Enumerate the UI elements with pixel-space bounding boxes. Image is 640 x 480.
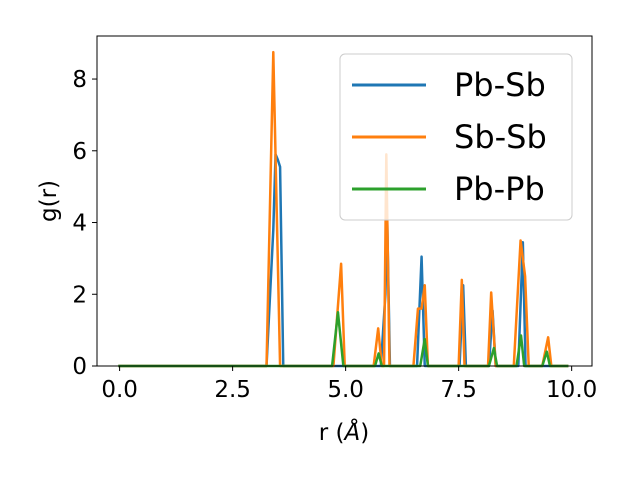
x-tick-label: 2.5 xyxy=(214,377,251,403)
x-tick-label: 10.0 xyxy=(546,377,597,403)
y-tick-label: 4 xyxy=(72,211,87,237)
y-axis-label: g(r) xyxy=(36,180,62,222)
x-tick-label: 5.0 xyxy=(327,377,364,403)
x-axis-label: r (Å) xyxy=(319,418,369,446)
series-line-sb-sb xyxy=(118,50,569,368)
y-tick-label: 2 xyxy=(72,282,87,308)
x-axis-ticks: 0.0 2.5 5.0 7.5 10.0 xyxy=(101,366,597,403)
y-tick-label: 6 xyxy=(72,139,87,165)
y-axis-ticks: 0 2 4 6 8 xyxy=(72,67,97,380)
legend-label-pb-pb: Pb-Pb xyxy=(454,170,545,208)
x-tick-label: 0.0 xyxy=(101,377,138,403)
legend-label-sb-sb: Sb-Sb xyxy=(454,118,547,156)
legend-box xyxy=(339,53,573,221)
legend-label-pb-sb: Pb-Sb xyxy=(454,66,546,104)
plot-area-frame xyxy=(96,35,593,367)
x-tick-label: 7.5 xyxy=(440,377,477,403)
y-tick-label: 8 xyxy=(72,67,87,93)
legend: Pb-Sb Sb-Sb Pb-Pb xyxy=(339,53,573,221)
y-tick-label: 0 xyxy=(72,354,87,380)
